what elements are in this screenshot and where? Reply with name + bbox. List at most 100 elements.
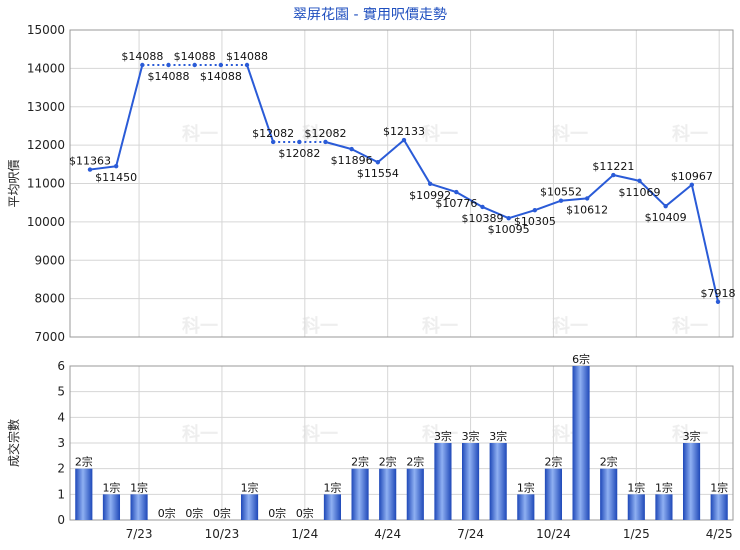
line-point	[584, 196, 590, 201]
line-data-label: $10967	[671, 170, 713, 183]
line-point	[218, 62, 224, 68]
bar	[406, 468, 424, 520]
watermark-text: 科一	[182, 315, 218, 337]
watermark-text: 科一	[422, 423, 458, 445]
bar-data-label: 2宗	[600, 455, 618, 469]
bar-data-label: 2宗	[379, 455, 397, 469]
watermark-text: 科一	[672, 423, 708, 445]
line-point	[270, 139, 276, 145]
line-segment	[613, 174, 640, 182]
bar	[572, 366, 590, 520]
line-data-label: $14088	[121, 50, 163, 63]
line-segment	[89, 165, 117, 171]
line-point	[401, 137, 407, 143]
x-tick-label: 1/24	[291, 527, 318, 541]
watermark-text: 科一	[672, 315, 708, 337]
bar	[600, 468, 618, 520]
bar-data-label: 1宗	[517, 480, 535, 494]
y-tick-label: 0	[57, 513, 65, 527]
line-segment	[508, 209, 536, 220]
line-point	[375, 160, 381, 165]
line-data-label: $10305	[514, 215, 556, 228]
y-tick-label: 6	[57, 359, 65, 373]
line-data-label: $10552	[540, 186, 582, 199]
line-point	[349, 146, 354, 152]
watermark-text: 科一	[552, 315, 588, 337]
y-tick-label: 1	[57, 487, 65, 501]
line-data-label: $14088	[174, 50, 216, 63]
line-data-label: $14088	[226, 50, 268, 63]
bar-data-label: 6宗	[572, 352, 590, 366]
line-point	[715, 299, 721, 304]
x-tick-label: 7/24	[457, 527, 484, 541]
y-tick-label: 13000	[27, 100, 65, 114]
bar-data-label: 0宗	[268, 506, 286, 520]
line-segment	[377, 139, 405, 164]
bar-data-label: 0宗	[296, 506, 314, 520]
bar-data-label: 3宗	[489, 429, 507, 443]
line-segment	[455, 191, 483, 208]
y-tick-label: 11000	[27, 177, 65, 191]
line-point	[427, 181, 433, 187]
watermark-text: 科一	[672, 123, 708, 145]
line-data-label: $10095	[488, 223, 530, 236]
line-data-label: $11450	[95, 171, 137, 184]
line-data-label: $10612	[566, 203, 608, 216]
x-tick-label: 4/25	[706, 527, 733, 541]
watermark-text: 科一	[302, 423, 338, 445]
bar	[655, 494, 673, 520]
line-point	[480, 204, 485, 210]
line-point	[87, 167, 93, 172]
bar	[489, 443, 507, 520]
y-tick-label: 2	[57, 462, 65, 476]
line-plot-frame	[69, 29, 734, 338]
bar	[323, 494, 342, 520]
line-data-label: $10992	[409, 189, 451, 202]
y-tick-label: 4	[57, 410, 65, 424]
bar	[544, 468, 563, 520]
line-point	[113, 164, 119, 169]
line-segment	[351, 148, 379, 164]
bar	[627, 494, 645, 520]
line-data-label: $11363	[69, 155, 111, 168]
bar	[240, 494, 259, 520]
line-y-axis-label: 平均呎價	[7, 159, 21, 207]
watermark-text: 科一	[422, 315, 458, 337]
chart-title: 翠屏花園 - 實用呎價走勢	[293, 7, 447, 23]
bar-data-label: 3宗	[462, 429, 480, 443]
line-segment	[560, 197, 588, 202]
x-tick-label: 10/24	[536, 527, 571, 541]
bar-data-label: 0宗	[158, 506, 176, 520]
line-segment	[246, 64, 275, 143]
line-segment	[534, 199, 562, 212]
line-point	[663, 203, 668, 209]
line-data-label: $14088	[148, 70, 190, 83]
bar	[682, 443, 701, 520]
watermark-text: 科一	[422, 123, 458, 145]
bar-data-label: 2宗	[75, 455, 93, 469]
line-point	[506, 216, 511, 221]
bar	[517, 494, 535, 520]
line-data-label: $11554	[357, 167, 399, 180]
line-data-label: $12082	[278, 147, 320, 160]
y-tick-label: 7000	[34, 330, 65, 344]
line-data-label: $10389	[462, 212, 504, 225]
x-tick-label: 7/23	[126, 527, 153, 541]
bar-data-label: 2宗	[406, 455, 424, 469]
line-data-label: $14088	[200, 70, 242, 83]
line-point	[689, 182, 695, 187]
bar	[461, 443, 480, 520]
bar-data-label: 0宗	[185, 506, 203, 520]
y-tick-label: 5	[57, 385, 65, 399]
line-data-label: $7918	[701, 287, 736, 300]
line-segment	[429, 182, 457, 194]
line-point	[297, 139, 302, 145]
line-point	[166, 62, 171, 68]
y-tick-label: 9000	[34, 253, 65, 267]
y-tick-label: 12000	[27, 138, 65, 152]
y-tick-label: 3	[57, 436, 65, 450]
bar-y-axis-label: 成交宗數	[6, 419, 21, 467]
watermark-text: 科一	[182, 123, 218, 145]
watermark-text: 科一	[302, 123, 338, 145]
